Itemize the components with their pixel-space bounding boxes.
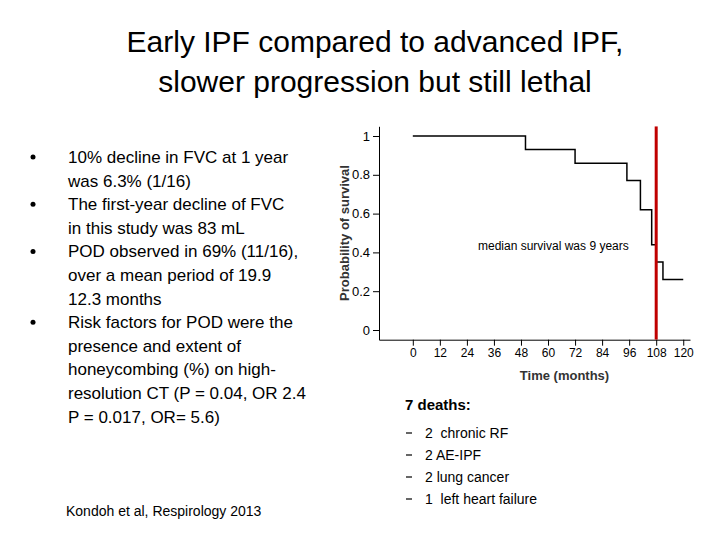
bullet-text: Risk factors for POD were the (68, 313, 293, 332)
bullet-dot (31, 320, 36, 325)
slide: Early IPF compared to advanced IPF, slowe… (0, 0, 720, 540)
x-axis-line (380, 340, 691, 341)
y-tick-label: 0 (363, 323, 370, 338)
x-tick: 108 (647, 340, 667, 361)
dash (406, 432, 412, 433)
x-tick: 72 (569, 340, 583, 361)
x-tick-label: 72 (569, 346, 583, 360)
bullet-dot (31, 202, 36, 207)
x-tick-mark (548, 340, 549, 346)
y-tick-label: 1 (363, 129, 370, 144)
x-tick-label: 120 (674, 346, 694, 360)
x-tick-mark (521, 340, 522, 346)
x-tick-label: 36 (488, 346, 502, 360)
y-tick-mark (373, 330, 379, 331)
death-item: 2 AE-IPF (425, 447, 481, 463)
plot-area (413, 126, 683, 339)
x-tick: 120 (674, 340, 694, 361)
bullet-text: in this study was 83 mL (68, 219, 245, 238)
x-tick-label: 108 (647, 346, 667, 360)
x-tick-mark (413, 340, 414, 346)
bullet-text: P = 0.017, OR= 5.6) (68, 408, 220, 427)
y-tick-mark (373, 252, 379, 253)
bullet-text: was 6.3% (1/16) (67, 172, 191, 191)
bullet-text: The first-year decline of FVC (68, 195, 284, 214)
x-tick: 60 (542, 340, 556, 361)
y-tick-mark (373, 214, 379, 215)
x-tick: 48 (515, 340, 529, 361)
deaths-heading: 7 deaths: (405, 396, 471, 413)
x-axis-title: Time (months) (520, 368, 609, 383)
x-tick-mark (575, 340, 576, 346)
x-tick-label: 48 (515, 346, 529, 360)
x-tick-label: 0 (410, 346, 417, 360)
dash (406, 454, 412, 455)
x-tick-label: 24 (461, 346, 475, 360)
x-tick-label: 84 (596, 346, 610, 360)
x-tick-label: 60 (542, 346, 556, 360)
death-item: 1 left heart failure (425, 491, 537, 507)
y-tick-mark (373, 291, 379, 292)
x-tick-mark (629, 340, 630, 346)
y-tick: 1 (363, 129, 379, 144)
x-tick-mark (602, 340, 603, 346)
bullet-text: 12.3 months (68, 290, 162, 309)
x-tick-mark (656, 340, 657, 346)
death-item: 2 lung cancer (425, 469, 509, 485)
y-axis-line (379, 127, 380, 340)
y-tick-label: 0.2 (352, 284, 370, 299)
y-tick-mark (373, 136, 379, 137)
y-tick-label: 0.8 (352, 167, 370, 182)
x-tick-mark (683, 340, 684, 346)
x-tick: 36 (488, 340, 502, 361)
survival-line (413, 136, 683, 280)
bullet-text: 10% decline in FVC at 1 year (68, 148, 289, 167)
y-tick-mark (373, 175, 379, 176)
x-tick-mark (467, 340, 468, 346)
x-tick-mark (494, 340, 495, 346)
x-tick: 84 (596, 340, 610, 361)
title: Early IPF compared to advanced IPF, (127, 25, 624, 58)
y-tick: 0 (363, 323, 379, 338)
median-line (655, 126, 658, 339)
x-axis: 0 12 24 36 48 60 72 84 96 108 120 (380, 340, 695, 361)
annotation: median survival was 9 years (478, 239, 629, 253)
y-tick: 0.4 (352, 245, 379, 260)
title: slower progression but still lethal (158, 65, 592, 98)
x-tick-mark (440, 340, 441, 346)
x-tick-label: 12 (434, 346, 448, 360)
y-tick: 0.8 (352, 167, 379, 182)
y-tick-label: 0.4 (352, 245, 370, 260)
x-tick-label: 96 (623, 346, 637, 360)
x-tick: 96 (623, 340, 637, 361)
bullet-dot (31, 249, 36, 254)
death-item: 2 chronic RF (425, 425, 508, 441)
y-axis-title: Probability of survival (337, 165, 352, 301)
dash (406, 476, 412, 477)
y-tick: 0.6 (352, 206, 379, 221)
dash (406, 498, 412, 499)
x-tick: 24 (461, 340, 475, 361)
y-tick-label: 0.6 (352, 206, 370, 221)
bullet-dot (31, 155, 36, 160)
bullet-text: resolution CT (P = 0.04, OR 2.4 (68, 384, 306, 403)
x-tick: 0 (410, 340, 417, 361)
citation: Kondoh et al, Respirology 2013 (66, 503, 262, 519)
bullet-text: honeycombing (%) on high- (68, 360, 276, 379)
y-axis: 0 0.2 0.4 0.6 0.8 1 (352, 127, 380, 340)
bullet-text: presence and extent of (68, 337, 241, 356)
bullet-text: POD observed in 69% (11/16), (68, 242, 298, 261)
y-tick: 0.2 (352, 284, 379, 299)
bullet-text: over a mean period of 19.9 (68, 266, 271, 285)
x-tick: 12 (434, 340, 448, 361)
